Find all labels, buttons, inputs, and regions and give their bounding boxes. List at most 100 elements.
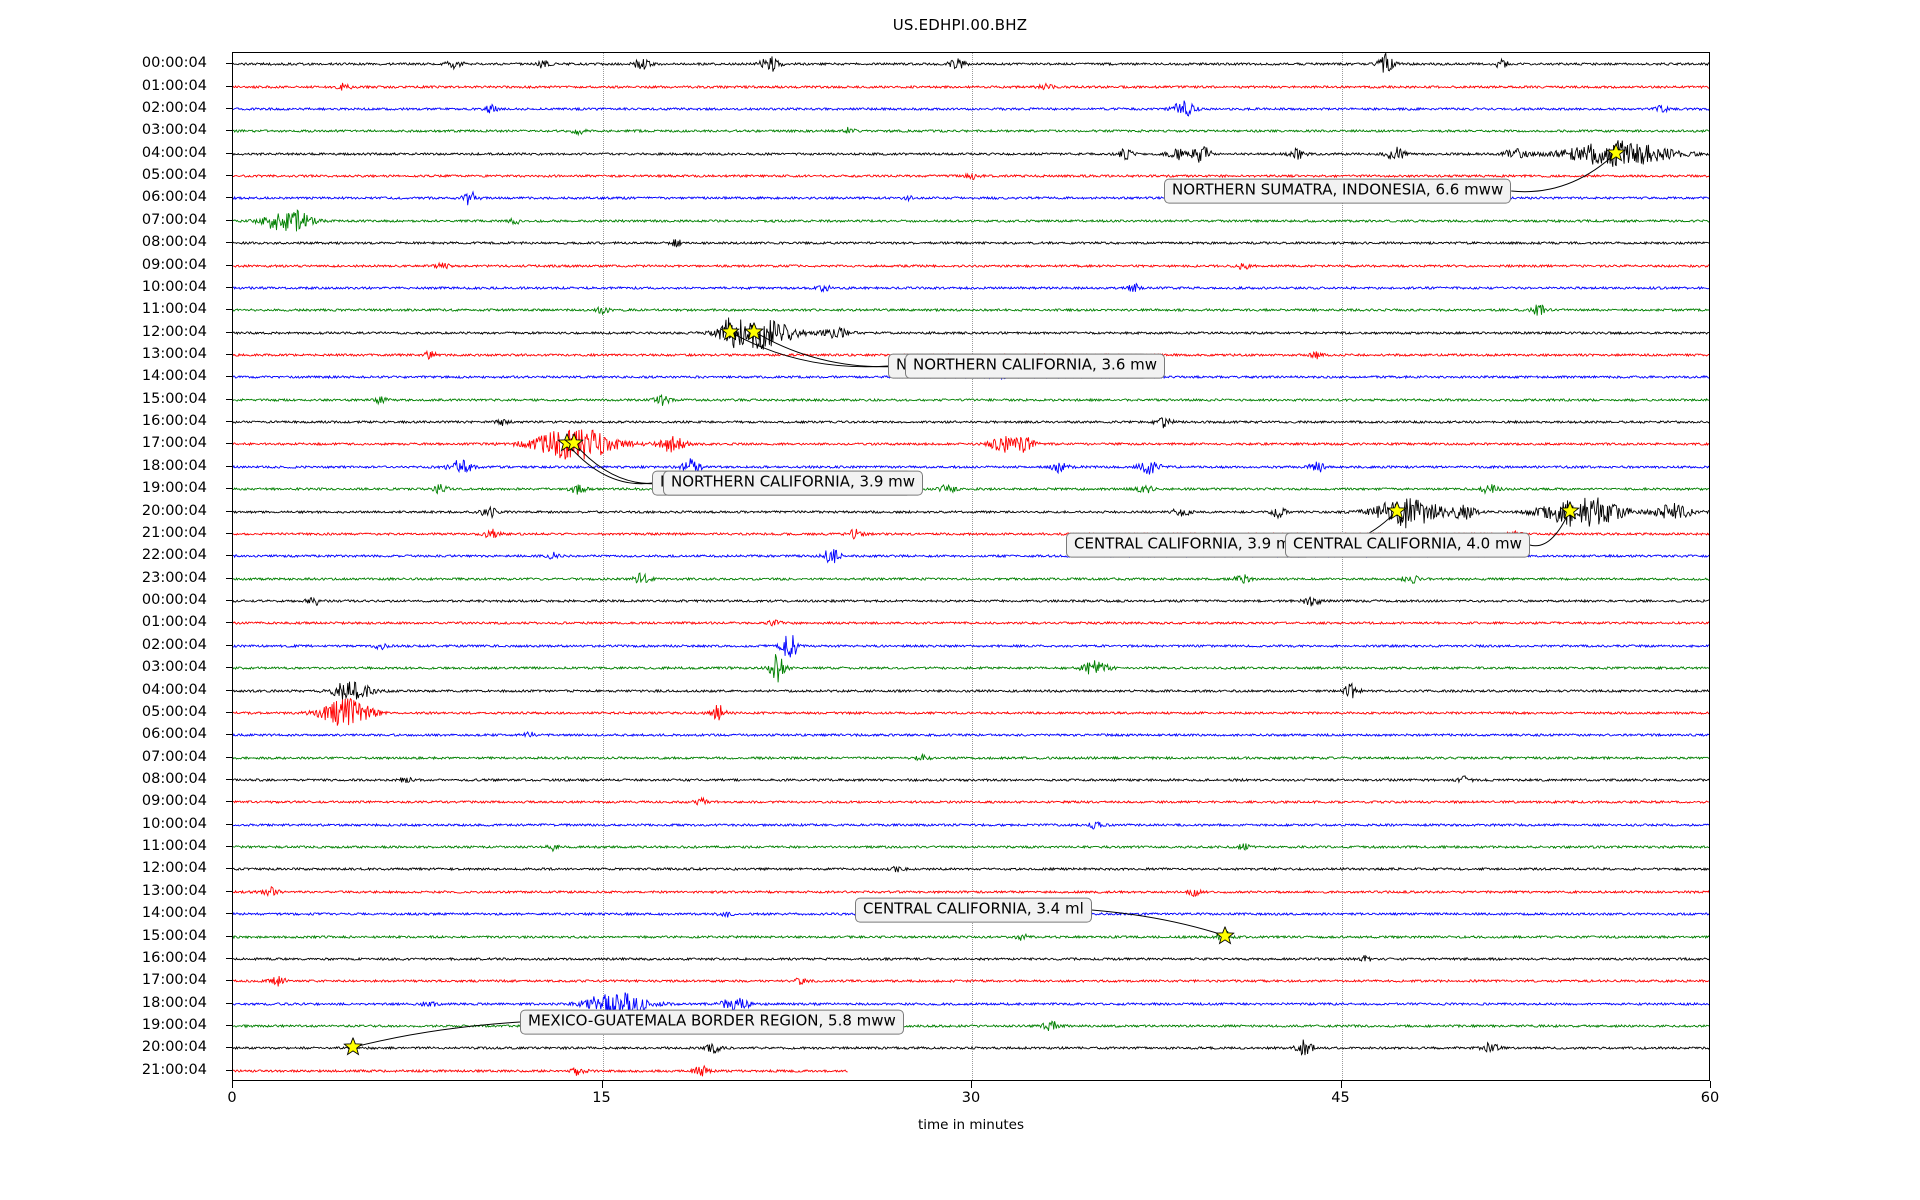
y-axis-tick bbox=[226, 286, 233, 288]
y-axis-tick bbox=[226, 935, 233, 937]
y-axis-tick-label: 08:00:04 bbox=[141, 770, 207, 787]
y-axis-tick bbox=[226, 510, 233, 512]
y-axis-tick-label: 23:00:04 bbox=[141, 569, 207, 586]
y-axis-tick bbox=[226, 577, 233, 579]
y-axis-tick bbox=[226, 1002, 233, 1004]
y-axis-tick bbox=[226, 488, 233, 490]
y-axis-tick-label: 19:00:04 bbox=[141, 1016, 207, 1033]
y-axis-tick bbox=[226, 868, 233, 870]
y-axis-tick bbox=[226, 890, 233, 892]
y-axis-tick bbox=[226, 219, 233, 221]
y-axis-tick-label: 06:00:04 bbox=[141, 189, 207, 206]
y-axis-tick bbox=[226, 264, 233, 266]
x-axis-tick-label: 30 bbox=[961, 1090, 981, 1106]
y-axis-tick bbox=[226, 913, 233, 915]
y-axis-tick-label: 17:00:04 bbox=[141, 435, 207, 452]
y-axis-tick-label: 02:00:04 bbox=[141, 99, 207, 116]
y-axis-tick-label: 16:00:04 bbox=[141, 412, 207, 429]
y-axis-tick-label: 00:00:04 bbox=[141, 591, 207, 608]
y-axis-tick bbox=[226, 85, 233, 87]
x-axis-tick-label: 45 bbox=[1331, 1090, 1350, 1106]
y-axis-tick bbox=[226, 197, 233, 199]
y-axis-tick bbox=[226, 309, 233, 311]
y-axis-tick bbox=[226, 600, 233, 602]
y-axis-tick-label: 11:00:04 bbox=[141, 301, 207, 317]
x-axis-tick bbox=[971, 1081, 972, 1088]
y-axis-tick bbox=[226, 957, 233, 959]
y-axis-tick-label: 20:00:04 bbox=[141, 502, 207, 519]
y-axis-tick-label: 15:00:04 bbox=[141, 927, 207, 944]
event-annotation-label: CENTRAL CALIFORNIA, 3.9 mw bbox=[1066, 532, 1311, 558]
y-axis-tick-label: 04:00:04 bbox=[141, 144, 207, 161]
y-axis-tick-label: 07:00:04 bbox=[141, 211, 207, 228]
event-annotation-label: NORTHERN SUMATRA, INDONESIA, 6.6 mww bbox=[1164, 178, 1512, 204]
y-axis-tick bbox=[226, 376, 233, 378]
y-axis-tick-label: 18:00:04 bbox=[141, 457, 207, 474]
y-axis-tick bbox=[226, 846, 233, 848]
y-axis-tick bbox=[226, 689, 233, 691]
y-axis-tick-label: 22:00:04 bbox=[141, 547, 207, 564]
y-axis-tick bbox=[226, 152, 233, 154]
y-axis-tick-label: 16:00:04 bbox=[141, 949, 207, 966]
y-axis-tick-label: 03:00:04 bbox=[141, 658, 207, 675]
x-axis-tick bbox=[1710, 1081, 1711, 1088]
y-axis-tick bbox=[226, 779, 233, 780]
event-annotation-label: MEXICO-GUATEMALA BORDER REGION, 5.8 mww bbox=[520, 1009, 904, 1035]
y-axis-tick-label: 08:00:04 bbox=[141, 233, 207, 250]
y-axis-tick bbox=[226, 734, 233, 736]
y-axis-tick bbox=[226, 622, 233, 624]
x-axis-title: time in minutes bbox=[917, 1117, 1025, 1133]
y-axis-tick-label: 10:00:04 bbox=[141, 815, 207, 832]
y-axis-tick bbox=[226, 63, 233, 65]
page-title: US.EDHPI.00.BHZ bbox=[892, 16, 1028, 34]
x-axis-tick-label: 0 bbox=[227, 1090, 237, 1106]
y-axis-tick bbox=[226, 1025, 233, 1027]
x-axis-tick bbox=[1340, 1081, 1342, 1088]
helicorder-plot-area bbox=[232, 52, 1710, 1081]
y-axis-tick bbox=[226, 331, 233, 333]
y-axis-tick-label: 12:00:04 bbox=[141, 323, 207, 340]
y-axis-tick-label: 10:00:04 bbox=[141, 278, 207, 295]
gridline bbox=[602, 53, 604, 1080]
y-axis-tick bbox=[226, 823, 233, 825]
y-axis-tick-label: 07:00:04 bbox=[141, 748, 207, 765]
y-axis-tick bbox=[226, 465, 233, 467]
y-axis-tick bbox=[226, 130, 233, 132]
y-axis-tick-label: 19:00:04 bbox=[141, 479, 207, 496]
y-axis-tick-label: 14:00:04 bbox=[141, 368, 207, 385]
y-axis-tick bbox=[226, 801, 233, 803]
y-axis-tick-label: 13:00:04 bbox=[141, 882, 207, 899]
y-axis-tick bbox=[226, 175, 233, 177]
y-axis-tick-label: 03:00:04 bbox=[141, 122, 207, 139]
x-axis-tick bbox=[232, 1081, 233, 1088]
y-axis-tick-label: 21:00:04 bbox=[141, 1061, 207, 1078]
y-axis-tick-label: 12:00:04 bbox=[141, 860, 207, 877]
x-axis-tick-label: 15 bbox=[592, 1090, 611, 1106]
y-axis-tick-label: 01:00:04 bbox=[141, 614, 207, 631]
y-axis-tick bbox=[226, 644, 233, 646]
y-axis-tick-label: 13:00:04 bbox=[141, 345, 207, 362]
y-axis-tick-label: 04:00:04 bbox=[141, 681, 207, 698]
y-axis-tick bbox=[226, 421, 233, 423]
y-axis-tick-label: 02:00:04 bbox=[141, 636, 207, 653]
y-axis-tick bbox=[226, 667, 233, 669]
event-annotation-label: NORTHERN CALIFORNIA, 3.6 mw bbox=[905, 353, 1166, 379]
y-axis-tick-label: 14:00:04 bbox=[141, 904, 207, 921]
y-axis-tick bbox=[226, 107, 233, 109]
y-axis-tick-label: 20:00:04 bbox=[141, 1039, 207, 1056]
y-axis-tick-label: 11:00:04 bbox=[141, 837, 207, 854]
y-axis-tick-label: 05:00:04 bbox=[141, 703, 207, 720]
gridline bbox=[972, 53, 973, 1080]
gridline bbox=[1341, 53, 1343, 1080]
y-axis-tick bbox=[226, 711, 233, 713]
y-axis-tick bbox=[226, 756, 233, 758]
y-axis-tick-label: 18:00:04 bbox=[141, 994, 207, 1011]
x-axis-tick-label: 60 bbox=[1700, 1090, 1720, 1106]
event-annotation-label: CENTRAL CALIFORNIA, 4.0 mw bbox=[1285, 532, 1530, 558]
y-axis-tick-label: 05:00:04 bbox=[141, 166, 207, 183]
y-axis-tick-label: 00:00:04 bbox=[141, 54, 207, 71]
y-axis-tick-label: 09:00:04 bbox=[141, 793, 207, 810]
y-axis-tick bbox=[226, 398, 233, 400]
y-axis-tick-label: 01:00:04 bbox=[141, 77, 207, 94]
